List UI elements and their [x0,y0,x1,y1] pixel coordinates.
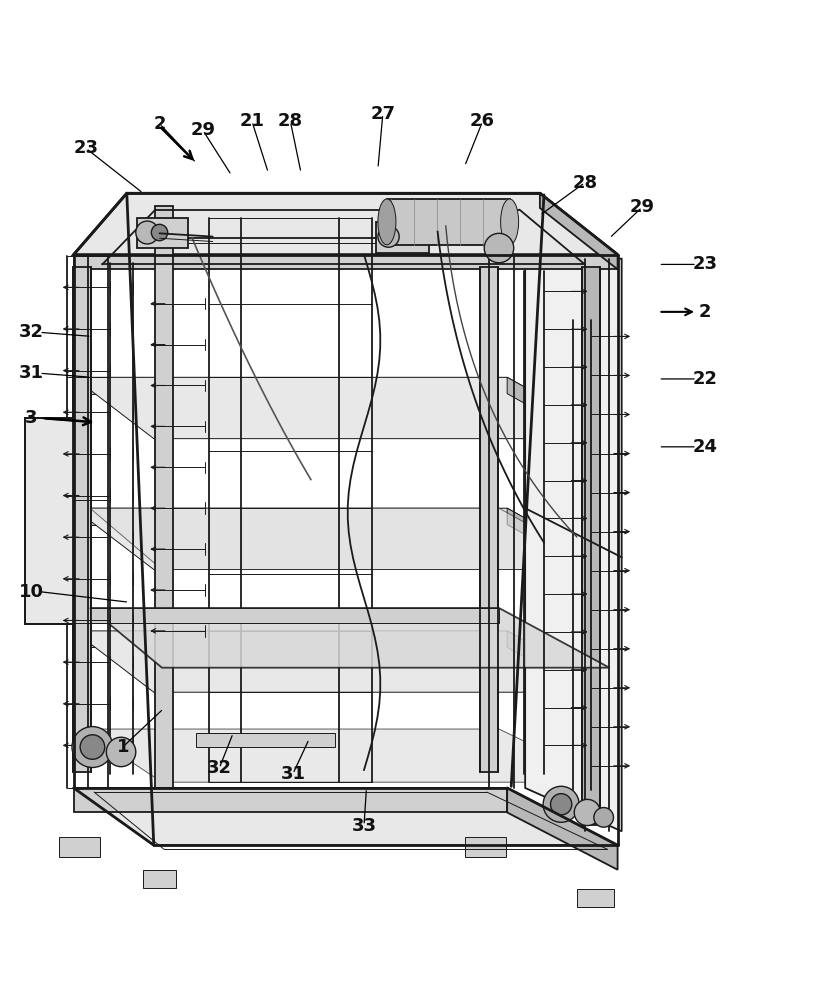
Polygon shape [90,608,499,623]
Circle shape [136,221,159,244]
Polygon shape [479,267,497,772]
Text: 29: 29 [630,198,654,216]
Text: 21: 21 [240,112,264,130]
Polygon shape [74,377,618,439]
Text: 31: 31 [281,765,305,783]
Circle shape [484,233,514,263]
Text: 28: 28 [573,174,597,192]
Polygon shape [73,267,91,772]
Circle shape [72,727,113,767]
Polygon shape [74,255,618,269]
Polygon shape [540,193,618,269]
Text: 32: 32 [207,759,231,777]
Polygon shape [507,377,618,455]
Circle shape [378,226,399,247]
Text: 2: 2 [153,115,166,133]
Polygon shape [376,222,429,253]
Text: 29: 29 [191,121,215,139]
Polygon shape [143,870,176,888]
Ellipse shape [501,199,519,245]
Polygon shape [465,837,506,857]
Polygon shape [25,418,74,624]
Circle shape [151,224,168,241]
Text: 22: 22 [693,370,717,388]
Polygon shape [74,788,618,845]
Circle shape [574,799,600,826]
Text: 33: 33 [352,817,376,835]
Polygon shape [74,508,618,570]
Polygon shape [74,193,618,255]
Polygon shape [90,508,609,570]
Polygon shape [155,206,173,825]
Polygon shape [74,377,507,394]
Polygon shape [507,508,618,586]
Polygon shape [137,218,188,248]
Text: 23: 23 [74,139,98,157]
Polygon shape [74,631,507,647]
Text: 24: 24 [693,438,717,456]
Text: 26: 26 [470,112,495,130]
Polygon shape [74,631,618,692]
Polygon shape [507,788,618,870]
Polygon shape [525,259,622,831]
Text: 10: 10 [19,583,43,601]
Circle shape [543,786,579,822]
Circle shape [80,735,105,759]
Circle shape [594,808,614,827]
Circle shape [106,737,136,767]
Polygon shape [82,729,609,782]
Polygon shape [196,733,335,747]
Text: 32: 32 [19,323,43,341]
Text: 28: 28 [278,112,303,130]
Polygon shape [507,631,618,709]
Text: 3: 3 [25,409,38,427]
Polygon shape [59,837,100,857]
Polygon shape [582,267,600,825]
Polygon shape [387,199,510,245]
Polygon shape [74,508,507,525]
Ellipse shape [378,199,396,245]
Text: 1: 1 [116,738,129,756]
Text: 27: 27 [371,105,395,123]
Polygon shape [90,608,609,668]
Text: 31: 31 [19,364,43,382]
Polygon shape [577,889,614,907]
Text: 2: 2 [699,303,712,321]
Polygon shape [74,788,507,812]
Text: 23: 23 [693,255,717,273]
Circle shape [551,794,572,815]
